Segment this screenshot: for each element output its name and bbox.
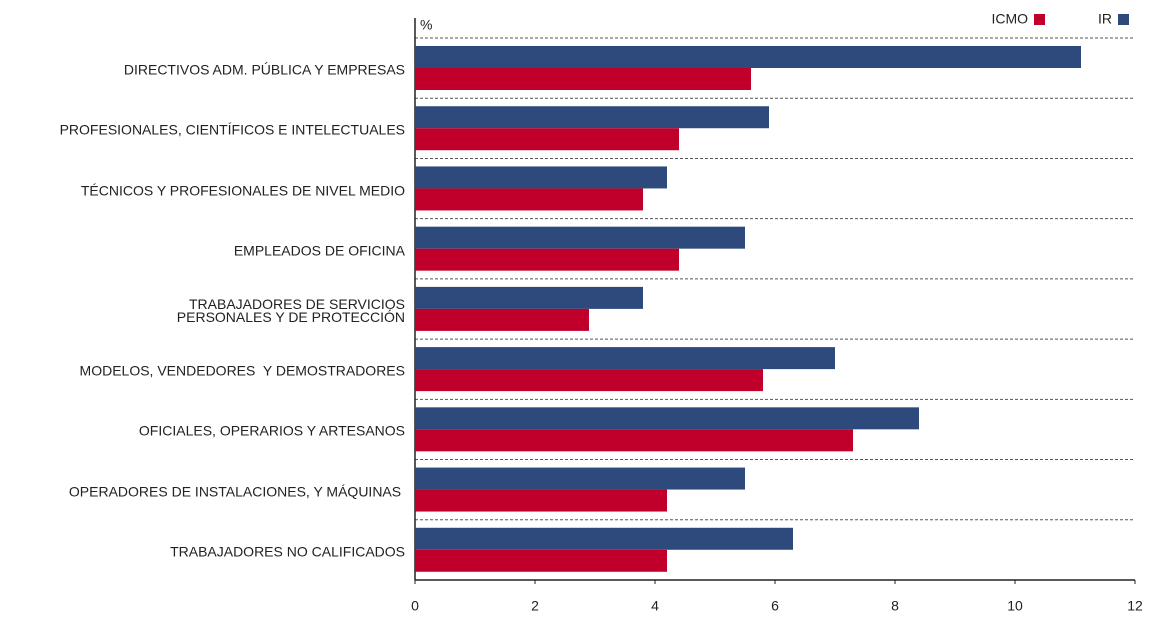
bar bbox=[415, 128, 679, 151]
bar bbox=[415, 166, 667, 189]
category-label: PROFESIONALES, CIENTÍFICOS E INTELECTUAL… bbox=[59, 121, 405, 138]
category-label: MODELOS, VENDEDORES Y DEMOSTRADORES bbox=[79, 362, 405, 379]
bar bbox=[415, 489, 667, 512]
bar bbox=[415, 106, 769, 129]
category-label: OFICIALES, OPERARIOS Y ARTESANOS bbox=[138, 422, 405, 439]
x-tick-label: 6 bbox=[771, 598, 779, 614]
bar bbox=[415, 429, 853, 452]
legend-swatch bbox=[1118, 14, 1129, 25]
bar bbox=[415, 527, 793, 550]
bar bbox=[415, 308, 589, 331]
bar bbox=[415, 188, 643, 211]
legend-label: IR bbox=[1098, 11, 1112, 27]
x-tick-label: 12 bbox=[1127, 598, 1143, 614]
bar bbox=[415, 347, 835, 370]
bar bbox=[415, 286, 643, 309]
category-label: TÉCNICOS Y PROFESIONALES DE NIVEL MEDIO bbox=[80, 182, 405, 199]
category-label: TRABAJADORES NO CALIFICADOS bbox=[170, 543, 405, 560]
legend-label: ICMO bbox=[991, 11, 1028, 27]
category-label: TRABAJADORES DE SERVICIOS PERSONALES Y D… bbox=[176, 296, 405, 325]
bar bbox=[415, 46, 1081, 68]
category-label: OPERADORES DE INSTALACIONES, Y MÁQUINAS bbox=[68, 483, 405, 500]
x-tick-label: 2 bbox=[531, 598, 539, 614]
x-tick-label: 4 bbox=[651, 598, 659, 614]
axis-unit: % bbox=[420, 17, 432, 33]
bar bbox=[415, 467, 745, 490]
bar bbox=[415, 369, 763, 392]
x-tick-label: 0 bbox=[411, 598, 419, 614]
bar bbox=[415, 549, 667, 572]
bar bbox=[415, 407, 919, 430]
bar bbox=[415, 226, 745, 249]
bar bbox=[415, 248, 679, 271]
x-tick-label: 8 bbox=[891, 598, 899, 614]
x-tick-label: 10 bbox=[1007, 598, 1023, 614]
legend-swatch bbox=[1034, 14, 1045, 25]
bar bbox=[415, 68, 751, 90]
category-label: EMPLEADOS DE OFICINA bbox=[233, 242, 405, 259]
category-label: DIRECTIVOS ADM. PÚBLICA Y EMPRESAS bbox=[123, 61, 405, 78]
